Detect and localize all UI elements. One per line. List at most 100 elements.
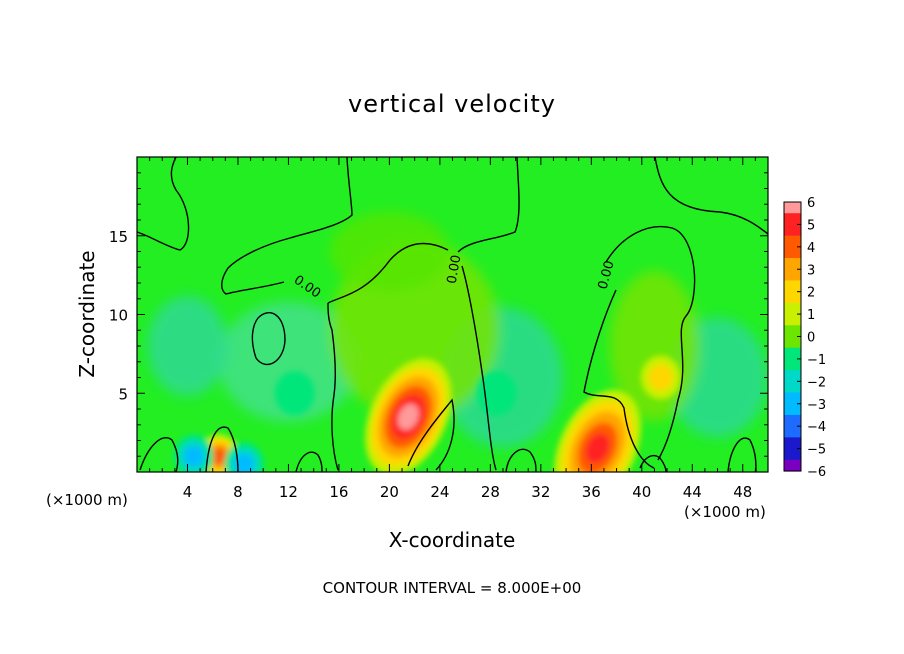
colorbar-band	[784, 375, 801, 382]
colorbar-band	[784, 409, 801, 416]
colorbar-band	[784, 465, 801, 472]
x-axis-label: X-coordinate	[389, 528, 516, 552]
colorbar-band	[784, 241, 801, 248]
colorbar-label: 5	[807, 218, 815, 233]
colorbar-band	[784, 291, 801, 298]
x-tick-label: 16	[329, 483, 348, 501]
colorbar-band	[784, 213, 801, 220]
contour-line	[139, 437, 179, 472]
contour-line	[407, 398, 455, 471]
colorbar-label: −3	[807, 398, 826, 413]
chart-title: vertical velocity	[348, 90, 556, 118]
contour-line	[727, 437, 757, 472]
colorbar-band	[784, 403, 801, 410]
contour-line	[505, 448, 537, 472]
colorbar-band	[784, 353, 801, 360]
contour-interval-note: CONTOUR INTERVAL = 8.000E+00	[323, 579, 582, 597]
colorbar-band	[784, 370, 801, 377]
colorbar-band	[784, 414, 801, 422]
colorbar-band	[784, 274, 801, 282]
contour-line	[137, 157, 190, 251]
colorbar-label: −5	[807, 443, 826, 458]
y-tick-label: 5	[118, 385, 128, 403]
zero-contour-lines	[137, 157, 768, 472]
x-tick-label: 12	[279, 483, 298, 501]
x-tick-label: 28	[481, 483, 500, 501]
contour-line	[205, 426, 239, 472]
y-tick-label: 15	[109, 228, 128, 246]
colorbar-band	[784, 286, 801, 293]
colorbar-band	[784, 224, 801, 231]
colorbar-band	[784, 347, 801, 354]
contour-label: 0.00	[445, 254, 465, 285]
field-cell	[234, 454, 254, 472]
y-tick-label: 10	[109, 307, 128, 325]
contour-line	[327, 302, 339, 471]
contour-line	[583, 289, 655, 469]
y-axis: 5 10 15	[109, 172, 768, 457]
colorbar-band	[784, 252, 801, 259]
colorbar-band	[784, 308, 801, 315]
colorbar-band	[784, 319, 801, 326]
contour-line	[605, 226, 696, 461]
colorbar-band	[784, 235, 801, 242]
colorbar-band	[784, 330, 801, 338]
colorbar-band	[784, 448, 801, 455]
colorbar-band	[784, 431, 801, 438]
x-tick-label: 4	[183, 483, 193, 501]
contour-line	[654, 157, 768, 235]
colorbar: 6 5 4 3 2 1 0 −1 −2 −3 −4 −5 −6	[783, 196, 826, 480]
x-tick-label: 24	[430, 483, 449, 501]
colorbar-band	[784, 230, 801, 237]
colorbar-band	[784, 246, 801, 254]
colorbar-band	[784, 336, 801, 343]
plot-area: 0.000.00 0.00	[136, 156, 769, 473]
contour-line	[457, 157, 520, 253]
colorbar-band	[784, 302, 801, 310]
x-tick-label: 44	[683, 483, 702, 501]
contour-line	[327, 242, 449, 304]
colorbar-band	[784, 342, 801, 349]
contour-line	[295, 451, 323, 472]
colorbar-band	[784, 392, 801, 399]
colorbar-band	[784, 218, 801, 226]
field-cell	[211, 447, 228, 465]
field-cell	[274, 371, 315, 416]
x-unit-left: (×1000 m)	[46, 491, 128, 509]
colorbar-band	[784, 269, 801, 276]
colorbar-label: −2	[807, 375, 826, 390]
colorbar-band	[784, 454, 801, 461]
colorbar-label: −6	[807, 465, 826, 480]
x-tick-label: 36	[582, 483, 601, 501]
field-layer	[147, 211, 768, 472]
contour-line	[221, 157, 353, 295]
contour-label: 0.00	[596, 259, 618, 291]
colorbar-band	[784, 207, 801, 214]
colorbar-label: −4	[807, 420, 826, 435]
colorbar-label: −1	[807, 353, 826, 368]
contour-line	[251, 312, 286, 365]
colorbar-band	[784, 381, 801, 388]
colorbar-label: 0	[807, 331, 815, 346]
x-tick-label: 32	[531, 483, 550, 501]
y-axis-label: Z-coordinate	[75, 250, 99, 377]
contour-line	[461, 265, 497, 471]
x-axis: 4 8 12 16 20 24 28 32 36 40 44 48	[149, 157, 756, 501]
colorbar-band	[784, 426, 801, 433]
colorbar-band	[784, 325, 801, 332]
x-unit-right: (×1000 m)	[684, 503, 766, 521]
x-tick-label: 8	[233, 483, 243, 501]
colorbar-band	[784, 358, 801, 366]
colorbar-band	[784, 398, 801, 405]
field-cell	[397, 403, 419, 430]
colorbar-band	[784, 258, 801, 265]
colorbar-band	[784, 437, 801, 444]
colorbar-label: 6	[807, 196, 815, 211]
colorbar-band	[784, 280, 801, 287]
x-tick-label: 40	[632, 483, 651, 501]
colorbar-band	[784, 297, 801, 304]
colorbar-band	[784, 459, 801, 466]
colorbar-label: 2	[807, 286, 815, 301]
colorbar-band	[784, 263, 801, 270]
